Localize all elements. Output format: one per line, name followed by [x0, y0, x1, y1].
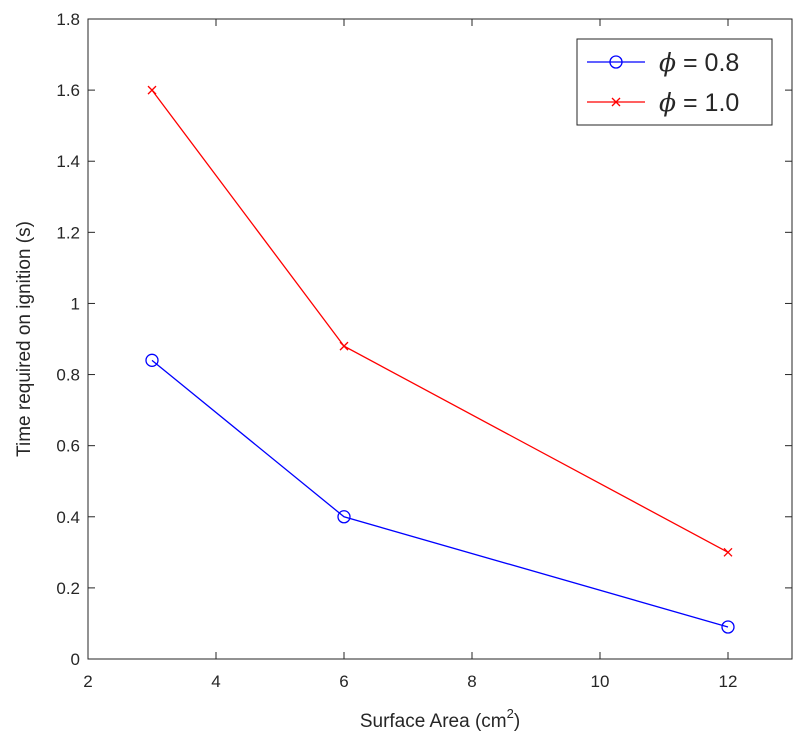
legend: ϕ = 0.8ϕ = 1.0	[576, 38, 773, 126]
y-tick-label: 1.4	[56, 152, 80, 171]
data-point	[337, 510, 351, 524]
x-axis-tick-labels: 2 4 6 8 10 12	[83, 672, 737, 691]
legend-label-text: = 1.0	[676, 89, 739, 117]
legend-label: ϕ = 0.8	[659, 48, 739, 77]
data-point	[147, 85, 157, 95]
data-point-stroke	[723, 547, 733, 557]
legend-label-text: = 0.8	[676, 49, 739, 77]
x-tick-label: 2	[83, 672, 92, 691]
x-axis-ticks	[87, 19, 729, 659]
x-tick-label: 6	[339, 672, 348, 691]
x-axis-title-superscript: 2	[507, 706, 514, 721]
y-axis-tick-labels: 0 0.2 0.4 0.6 0.8 1 1.2 1.4 1.6 1.8	[56, 10, 80, 669]
x-axis-title: Surface Area (cm2)	[360, 706, 520, 732]
legend-swatch-marker	[611, 97, 621, 107]
y-tick-label: 1	[71, 294, 80, 313]
y-tick-label: 1.6	[56, 81, 80, 100]
legend-entry: ϕ = 0.8	[587, 48, 739, 77]
data-point-stroke	[339, 341, 349, 351]
series-line	[151, 359, 729, 628]
y-tick-label: 0.8	[56, 366, 80, 385]
x-axis-title-text: Surface Area (cm	[360, 711, 507, 732]
x-axis-title-close: )	[514, 711, 520, 732]
y-tick-label: 0.4	[56, 508, 80, 527]
x-tick-label: 12	[719, 672, 738, 691]
data-point	[145, 353, 159, 367]
plot-area	[87, 18, 793, 660]
series-layer	[145, 85, 735, 634]
legend-label: ϕ = 1.0	[659, 88, 739, 117]
y-tick-label: 1.2	[56, 223, 80, 242]
data-point-stroke	[147, 85, 157, 95]
legend-label-symbol: ϕ	[659, 88, 676, 117]
y-tick-label: 0.2	[56, 579, 80, 598]
x-tick-label: 8	[467, 672, 476, 691]
series-2	[147, 85, 733, 557]
y-tick-label: 1.8	[56, 10, 80, 29]
legend-swatch-marker-stroke	[611, 97, 621, 107]
series-1	[145, 353, 735, 634]
y-tick-label: 0.6	[56, 437, 80, 456]
y-axis-title: Time required on ignition (s)	[14, 221, 35, 457]
data-point	[339, 341, 349, 351]
x-tick-label: 4	[211, 672, 220, 691]
y-tick-label: 0	[71, 650, 80, 669]
legend-swatch-marker	[609, 55, 623, 69]
legend-box	[576, 38, 773, 126]
data-point	[721, 620, 735, 634]
x-tick-label: 10	[591, 672, 610, 691]
y-axis-ticks	[88, 18, 792, 660]
data-point	[723, 547, 733, 557]
legend-entry: ϕ = 1.0	[587, 88, 739, 117]
legend-label-symbol: ϕ	[659, 48, 676, 77]
